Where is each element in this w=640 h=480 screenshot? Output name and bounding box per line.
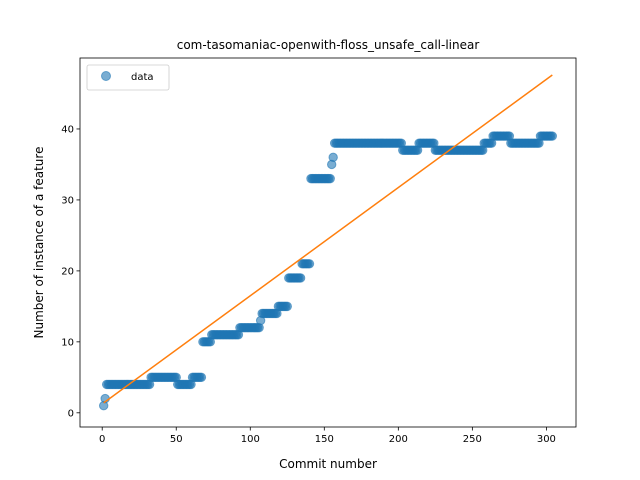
x-tick-label: 0 bbox=[99, 434, 105, 445]
legend: data bbox=[86, 64, 170, 91]
y-tick-label: 40 bbox=[61, 124, 74, 135]
y-tick-label: 20 bbox=[61, 266, 74, 277]
x-axis: 0 50 100 150 200 250 300 bbox=[99, 427, 556, 445]
data-point bbox=[282, 301, 292, 312]
y-tick-label: 0 bbox=[68, 408, 74, 419]
x-tick-label: 300 bbox=[537, 434, 556, 445]
data-point bbox=[328, 152, 338, 163]
linear-fit-line bbox=[103, 74, 553, 404]
data-point bbox=[304, 259, 315, 269]
x-tick-label: 50 bbox=[170, 434, 183, 445]
legend-marker-data bbox=[101, 71, 111, 81]
x-tick-label: 250 bbox=[463, 434, 482, 445]
data-point bbox=[547, 131, 558, 141]
plot-area bbox=[98, 74, 558, 411]
y-tick-label: 30 bbox=[61, 195, 74, 206]
x-tick-label: 200 bbox=[389, 434, 408, 445]
legend-label-data: data bbox=[131, 72, 154, 83]
axes-frame bbox=[79, 57, 577, 428]
x-tick-label: 150 bbox=[315, 434, 334, 445]
data-point bbox=[295, 273, 306, 283]
y-axis: 0 10 20 30 40 bbox=[61, 124, 80, 419]
chart-title: com-tasomaniac-openwith-floss_unsafe_cal… bbox=[177, 38, 480, 52]
y-axis-label: Number of instance of a feature bbox=[32, 147, 46, 339]
data-point bbox=[196, 372, 207, 383]
data-point bbox=[325, 173, 335, 184]
y-tick-label: 10 bbox=[61, 337, 74, 348]
legend-frame bbox=[86, 64, 170, 91]
x-tick-label: 100 bbox=[241, 434, 260, 445]
x-axis-label: Commit number bbox=[279, 457, 377, 471]
